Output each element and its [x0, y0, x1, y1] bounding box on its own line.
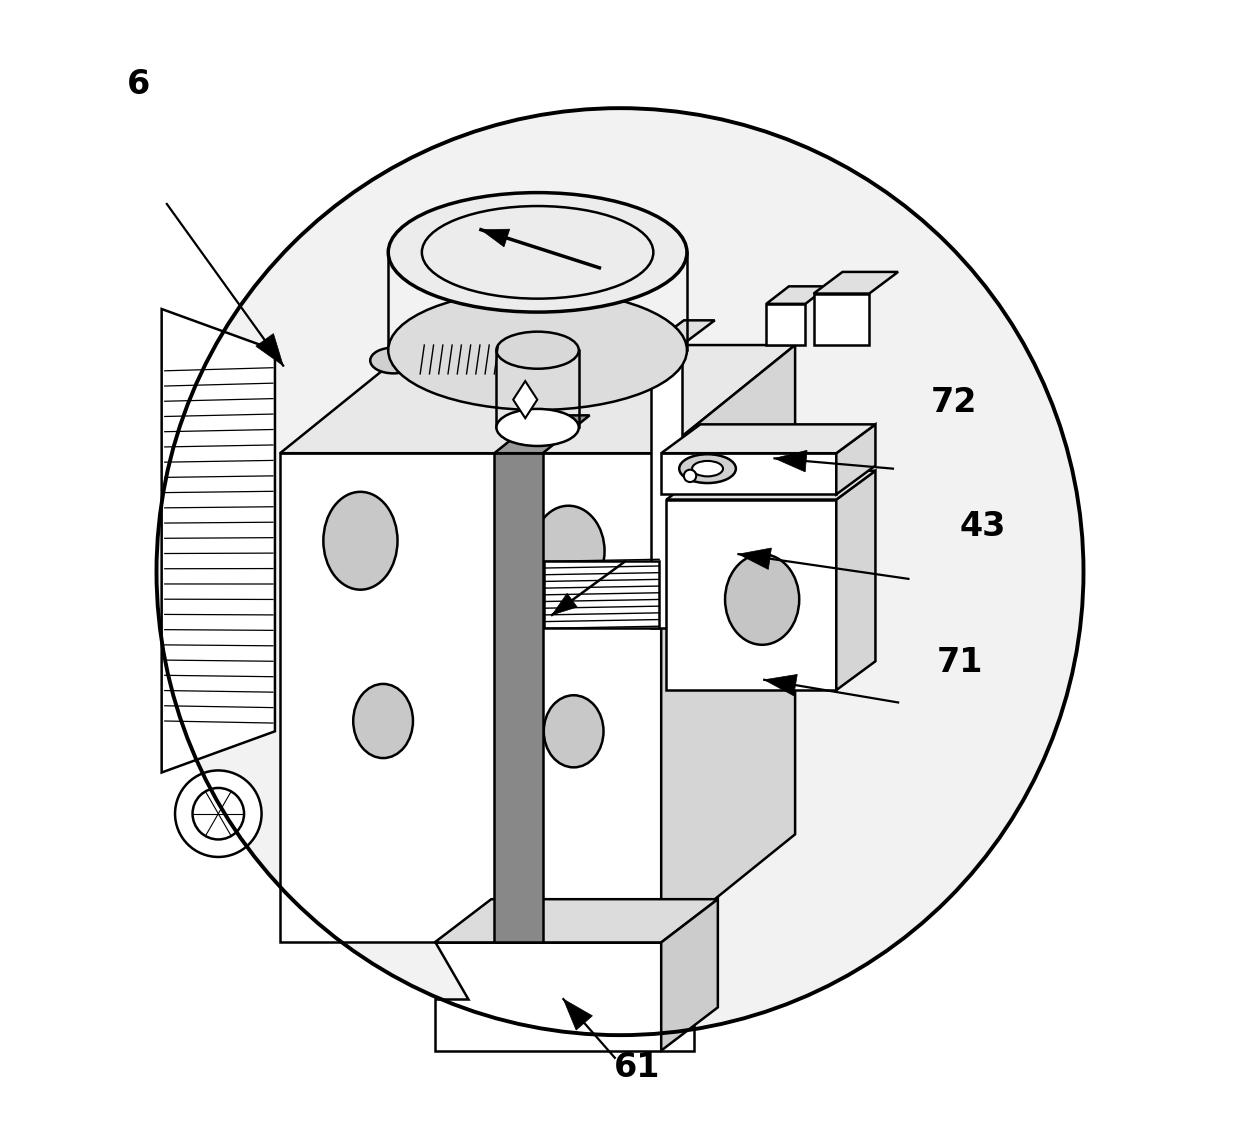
Polygon shape: [280, 346, 795, 453]
Polygon shape: [563, 999, 593, 1030]
Polygon shape: [651, 346, 682, 629]
Polygon shape: [766, 287, 828, 304]
Polygon shape: [666, 470, 875, 500]
Ellipse shape: [496, 332, 579, 368]
Polygon shape: [414, 346, 507, 374]
Ellipse shape: [544, 696, 604, 767]
Ellipse shape: [725, 554, 800, 645]
Polygon shape: [739, 548, 771, 570]
Ellipse shape: [388, 193, 687, 312]
Polygon shape: [481, 229, 510, 247]
Polygon shape: [666, 500, 836, 690]
Polygon shape: [766, 304, 806, 346]
Polygon shape: [836, 425, 875, 494]
Ellipse shape: [371, 348, 417, 374]
Ellipse shape: [496, 409, 579, 446]
Polygon shape: [775, 450, 807, 471]
Polygon shape: [813, 293, 869, 346]
Ellipse shape: [680, 454, 735, 483]
Polygon shape: [495, 416, 589, 453]
Text: 71: 71: [936, 646, 983, 680]
Circle shape: [192, 787, 244, 840]
Polygon shape: [836, 470, 875, 690]
Text: 6: 6: [126, 68, 150, 102]
Ellipse shape: [532, 505, 605, 596]
Polygon shape: [661, 346, 795, 943]
Polygon shape: [255, 333, 283, 366]
Polygon shape: [661, 453, 836, 494]
Polygon shape: [651, 321, 714, 346]
Polygon shape: [661, 900, 718, 1050]
Polygon shape: [661, 425, 875, 453]
Polygon shape: [434, 900, 718, 943]
Polygon shape: [513, 381, 537, 418]
Circle shape: [684, 470, 696, 482]
Polygon shape: [764, 674, 797, 696]
Ellipse shape: [388, 290, 687, 410]
Polygon shape: [161, 309, 275, 773]
Circle shape: [156, 108, 1084, 1036]
Polygon shape: [280, 453, 661, 943]
Ellipse shape: [692, 461, 723, 476]
Text: 72: 72: [931, 385, 977, 419]
Text: 43: 43: [960, 510, 1006, 544]
Ellipse shape: [353, 684, 413, 758]
Polygon shape: [552, 594, 577, 615]
Polygon shape: [495, 453, 543, 943]
Polygon shape: [434, 943, 694, 1050]
Polygon shape: [544, 561, 660, 629]
Ellipse shape: [324, 492, 398, 589]
Text: 61: 61: [614, 1050, 660, 1084]
Polygon shape: [813, 272, 898, 293]
Circle shape: [175, 770, 262, 857]
